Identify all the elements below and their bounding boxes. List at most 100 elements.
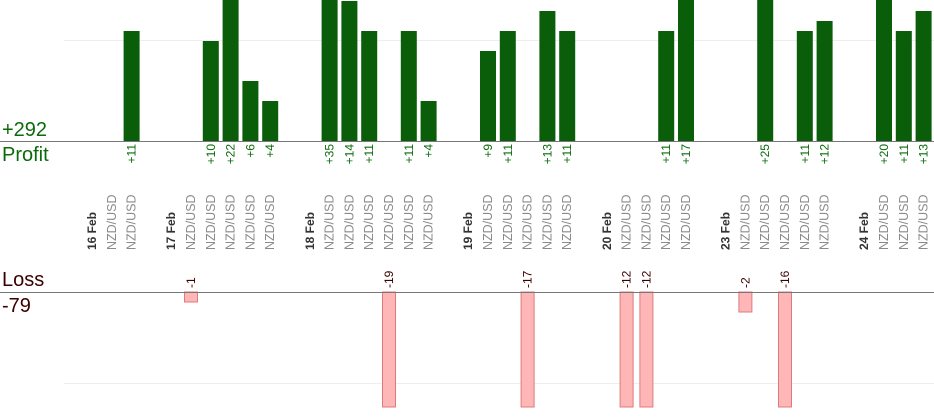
loss-bar [619,291,634,408]
date-label: 18 Feb [303,212,317,250]
profit-bar [499,31,516,141]
loss-label: Loss [2,269,45,291]
pair-label: NZD/USD [778,194,792,250]
profit-value-label: +11 [560,144,574,164]
loss-bar [520,291,535,408]
profit-bar [361,31,378,141]
pair-label: NZD/USD [560,194,574,250]
profit-value-label: +17 [679,144,693,165]
profit-bar [262,101,279,141]
profit-value-label: +13 [540,144,554,165]
date-label: 17 Feb [164,212,178,250]
profit-bar [895,31,912,141]
profit-value-label: +25 [758,144,772,165]
pair-label: NZD/USD [877,194,891,250]
profit-value-label: +35 [323,144,337,165]
profit-bar [480,51,496,141]
profit-total: +292 [2,119,48,141]
profit-value-label: +10 [204,144,218,165]
pair-label: NZD/USD [481,194,495,250]
date-label: 23 Feb [719,212,733,250]
profit-bar [796,31,813,141]
loss-total: -79 [2,295,31,317]
date-label: 20 Feb [600,212,614,250]
pair-label: NZD/USD [620,194,634,250]
profit-value-label: +9 [481,144,495,158]
profit-bar [876,0,892,141]
pair-label: NZD/USD [204,194,218,250]
loss-bar [738,291,753,313]
profit-bar [222,0,239,141]
pair-label: NZD/USD [323,194,337,250]
loss-value-label: -16 [778,270,792,288]
pair-label: NZD/USD [897,194,911,250]
profit-bar [678,0,694,141]
pair-label: NZD/USD [659,194,673,250]
loss-value-label: -1 [184,277,198,288]
profit-bar [202,41,219,141]
profit-value-label: +6 [243,144,257,158]
pair-label: NZD/USD [402,194,416,250]
pair-label: NZD/USD [243,194,257,250]
pair-label: NZD/USD [738,194,752,250]
profit-bar [757,0,774,141]
profit-value-label: +11 [501,144,515,164]
pair-label: NZD/USD [758,194,772,250]
pair-label: NZD/USD [184,194,198,250]
pair-label: NZD/USD [501,194,515,250]
profit-bar [242,81,259,141]
profit-bar [321,0,338,141]
profit-value-label: +11 [362,144,376,164]
date-label: 24 Feb [857,212,871,250]
loss-bar [184,291,198,303]
pair-label: NZD/USD [540,194,554,250]
profit-bar [915,11,932,141]
loss-bar [778,291,792,408]
pair-label: NZD/USD [679,194,693,250]
pair-label: NZD/USD [362,194,376,250]
pair-label: NZD/USD [917,194,931,250]
date-label: 16 Feb [85,212,99,250]
pair-label: NZD/USD [125,194,139,250]
profit-bar [341,1,358,141]
loss-value-label: -12 [639,270,653,288]
pair-label: NZD/USD [105,194,119,250]
profit-value-label: +14 [342,144,356,165]
profit-bar [123,31,140,141]
loss-value-label: -12 [620,270,634,288]
profit-value-label: +4 [422,144,436,158]
profit-value-label: +12 [818,144,832,165]
pair-label: NZD/USD [639,194,653,250]
pair-label: NZD/USD [798,194,812,250]
profit-value-label: +11 [659,144,673,164]
loss-value-label: -19 [382,270,396,288]
profit-bar [658,31,675,141]
profit-value-label: +4 [263,144,277,158]
profit-value-label: +22 [224,144,238,165]
loss-bar [382,291,396,408]
date-label: 19 Feb [461,212,475,250]
profit-bar [400,31,417,141]
pair-label: NZD/USD [521,194,535,250]
loss-value-label: -2 [738,277,752,288]
profit-value-label: +13 [917,144,931,165]
pair-label: NZD/USD [422,194,436,250]
profit-label: Profit [2,144,49,166]
profit-value-label: +20 [877,144,891,165]
pair-label: NZD/USD [818,194,832,250]
profit-value-label: +11 [798,144,812,164]
loss-bar [639,291,654,408]
profit-bar [539,11,556,141]
profit-value-label: +11 [125,144,139,164]
loss-value-label: -17 [521,270,535,288]
profit-bar [420,101,437,141]
pair-label: NZD/USD [263,194,277,250]
pair-label: NZD/USD [382,194,396,250]
profit-value-label: +11 [897,144,911,164]
profit-value-label: +11 [402,144,416,164]
pair-label: NZD/USD [224,194,238,250]
profit-bar [559,31,576,141]
profit-bar [816,21,833,141]
pair-label: NZD/USD [342,194,356,250]
